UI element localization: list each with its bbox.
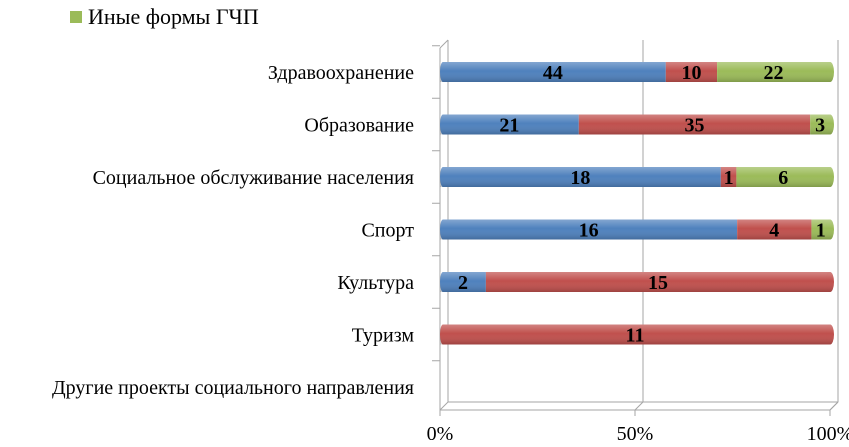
- category-label: Здравоохранение: [268, 62, 414, 84]
- data-label: 4: [769, 220, 779, 242]
- data-label: 6: [778, 167, 788, 189]
- data-label: 18: [570, 167, 590, 189]
- bar-segment-shading: [665, 62, 718, 82]
- y-axis-depth: [439, 39, 449, 49]
- category-label: Другие проекты социального направления: [52, 377, 414, 399]
- bar-segment: [440, 324, 834, 345]
- x-tick-label: 50%: [617, 423, 654, 445]
- legend-label: Иные формы ГЧП: [88, 4, 259, 29]
- bar-segment-shading: [440, 324, 830, 345]
- x-tick-label: 0%: [427, 423, 454, 445]
- bar-segment-cap-shading: [826, 324, 834, 345]
- legend-swatch: [70, 11, 82, 23]
- bar-segment: [578, 114, 811, 135]
- gridline-floor: [829, 401, 839, 411]
- bar-segment: [440, 114, 579, 135]
- bar-segment-shading: [440, 114, 579, 135]
- bar-segment-cap-shading: [826, 272, 834, 292]
- data-label: 35: [684, 115, 704, 137]
- bar-segment: [440, 272, 486, 292]
- category-label: Социальное обслуживание населения: [93, 167, 414, 189]
- data-label: 3: [815, 115, 825, 137]
- data-label: 15: [648, 272, 668, 294]
- gridline-floor: [634, 401, 644, 411]
- bar-segment: [737, 219, 812, 240]
- bar-segment-shading: [578, 114, 811, 135]
- data-label: 10: [681, 62, 701, 84]
- category-label: Культура: [337, 272, 414, 294]
- bar-segment-shading: [810, 114, 830, 135]
- bar-segment: [440, 167, 721, 187]
- bar-segment: [440, 219, 738, 240]
- data-label: 1: [724, 167, 734, 189]
- bar-segment-shading: [440, 219, 738, 240]
- bars: [440, 62, 834, 345]
- bar-segment-shading: [440, 167, 721, 187]
- bar-segment-shading: [720, 167, 737, 187]
- category-label: Спорт: [361, 220, 414, 242]
- bar-segment-shading: [440, 272, 486, 292]
- category-label: Образование: [304, 115, 414, 137]
- bar-segment: [665, 62, 718, 82]
- x-tick-label: 100%: [807, 423, 849, 445]
- data-label: 44: [543, 62, 563, 84]
- bar-segment-shading: [717, 62, 830, 82]
- bar-segment-shading: [737, 219, 812, 240]
- x-tick-labels: 0% 50% 100%: [427, 423, 849, 445]
- gridline-floor: [439, 401, 449, 411]
- bar-segment-shading: [811, 219, 830, 240]
- bar-segment: [736, 167, 834, 187]
- bar-segment: [810, 114, 834, 135]
- bar-segment: [485, 272, 834, 292]
- bar-segment: [720, 167, 737, 187]
- data-label: 21: [499, 115, 519, 137]
- bar-segment: [811, 219, 834, 240]
- data-label: 11: [626, 325, 645, 347]
- data-label: 16: [579, 220, 599, 242]
- bar-segment-shading: [736, 167, 830, 187]
- bar-segment: [440, 62, 666, 82]
- bar-segment-shading: [485, 272, 830, 292]
- bar-segment-cap-shading: [826, 114, 834, 135]
- legend: Иные формы ГЧП: [70, 0, 259, 34]
- category-labels: Здравоохранение Образование Социальное обс…: [52, 62, 414, 399]
- bar-segment-cap-shading: [826, 219, 834, 240]
- bar-segment: [717, 62, 834, 82]
- data-label: 22: [764, 62, 784, 84]
- bar-segment-cap-shading: [826, 62, 834, 82]
- data-label: 2: [458, 272, 468, 294]
- bar-segment-shading: [440, 62, 666, 82]
- bar-segment-cap-shading: [826, 167, 834, 187]
- data-label: 1: [816, 220, 826, 242]
- category-label: Туризм: [352, 325, 415, 347]
